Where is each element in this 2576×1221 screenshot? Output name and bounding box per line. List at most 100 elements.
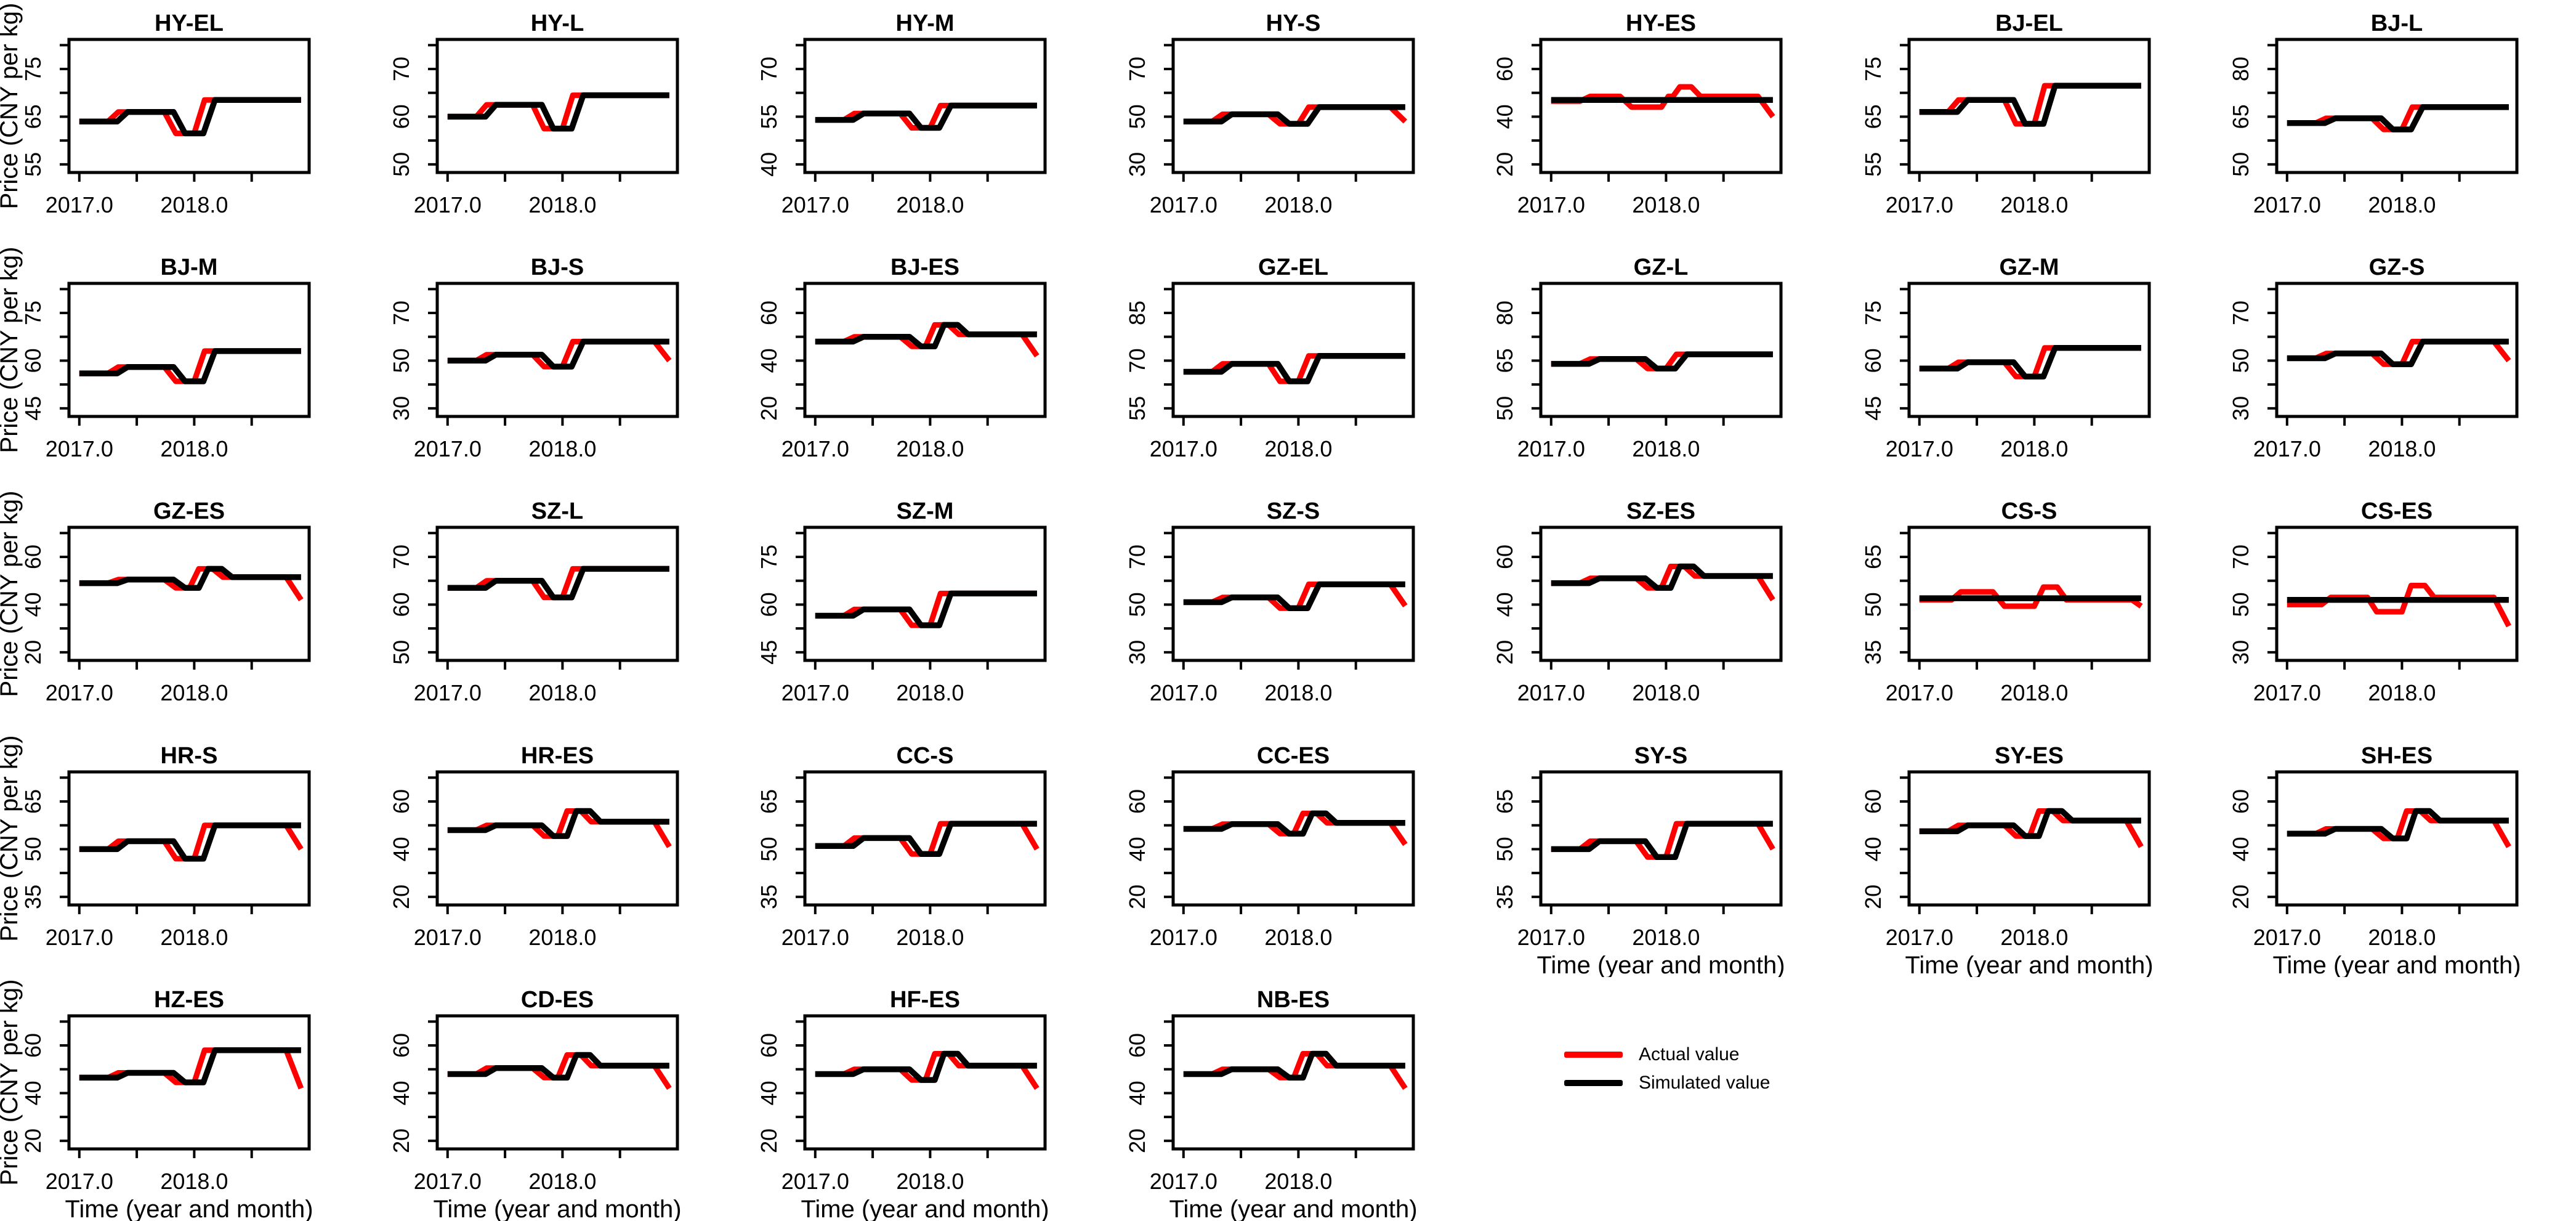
plot-box bbox=[2275, 282, 2519, 418]
plot-box bbox=[1539, 770, 1783, 907]
panel-title: HZ-ES bbox=[154, 987, 224, 1013]
plot-cc-s: CC-S 35 50 65 2017.0 2018.0 bbox=[756, 743, 1047, 950]
panel-title: HY-L bbox=[531, 10, 584, 36]
plot-box bbox=[1539, 38, 1783, 174]
plot-box bbox=[1539, 525, 1783, 662]
legend-label-simulated: Simulated value bbox=[1639, 1073, 1770, 1093]
actual-line bbox=[79, 97, 301, 136]
panel-title: BJ-EL bbox=[1995, 10, 2063, 36]
plot-gz-el: GZ-EL 55 70 85 2017.0 2018.0 bbox=[1124, 254, 1415, 461]
legend: Actual value Simulated value bbox=[1564, 1045, 1770, 1092]
x-tick-label: 2017.0 bbox=[1150, 925, 1217, 950]
plot-gz-l: GZ-L 50 65 80 2017.0 2018.0 bbox=[1492, 254, 1783, 461]
x-tick-label: 2017.0 bbox=[414, 925, 482, 950]
actual-line bbox=[2287, 808, 2511, 848]
x-axis-label: Time (year and month) bbox=[2272, 952, 2521, 977]
x-tick-label: 2017.0 bbox=[1150, 436, 1217, 461]
plot-box bbox=[67, 1014, 311, 1151]
panel-title: HR-S bbox=[161, 743, 218, 769]
y-tick-label: 65 bbox=[20, 104, 46, 129]
y-tick-label: 20 bbox=[2228, 885, 2253, 909]
plot-box bbox=[1907, 525, 2151, 662]
simulated-line bbox=[815, 102, 1037, 131]
x-tick-label: 2017.0 bbox=[1150, 680, 1217, 705]
panel-cs-es: CS-ES 30 50 70 2017.0 2018.0 bbox=[2208, 488, 2576, 732]
y-tick-label: 30 bbox=[389, 396, 414, 421]
y-tick-label: 60 bbox=[389, 1033, 414, 1058]
plot-box bbox=[1171, 38, 1415, 174]
simulated-line bbox=[815, 1050, 1037, 1083]
y-tick-label: 20 bbox=[756, 1129, 781, 1153]
plot-bj-s: BJ-S 30 50 70 2017.0 2018.0 bbox=[389, 254, 679, 461]
simulated-line bbox=[1183, 810, 1405, 837]
y-tick-label: 20 bbox=[1492, 152, 1517, 177]
actual-line bbox=[447, 92, 669, 132]
x-tick-label: 2017.0 bbox=[46, 1169, 113, 1194]
y-tick-label: 40 bbox=[20, 1081, 46, 1105]
y-tick-label: 65 bbox=[20, 789, 46, 814]
x-tick-label: 2017.0 bbox=[781, 680, 849, 705]
y-tick-label: 75 bbox=[1860, 301, 1886, 325]
y-tick-label: 50 bbox=[1860, 592, 1886, 617]
panel-sz-s: SZ-S 30 50 70 2017.0 2018.0 bbox=[1104, 488, 1472, 732]
x-tick-label: 2017.0 bbox=[781, 192, 849, 217]
x-tick-label: 2017.0 bbox=[1150, 1169, 1217, 1194]
x-tick-label: 2018.0 bbox=[2000, 925, 2068, 950]
plot-hy-es: HY-ES 20 40 60 2017.0 2018.0 bbox=[1492, 10, 1783, 217]
y-tick-label: 70 bbox=[756, 57, 781, 81]
panel-title: BJ-L bbox=[2371, 10, 2423, 36]
y-tick-label: 40 bbox=[756, 348, 781, 373]
plot-sz-l: SZ-L 50 60 70 2017.0 2018.0 bbox=[389, 498, 679, 705]
y-tick-label: 70 bbox=[2228, 301, 2253, 325]
x-tick-label: 2018.0 bbox=[160, 925, 228, 950]
y-tick-label: 40 bbox=[389, 837, 414, 861]
y-tick-label: 20 bbox=[756, 396, 781, 421]
y-tick-label: 20 bbox=[1124, 1129, 1150, 1153]
y-tick-label: 35 bbox=[1492, 885, 1517, 909]
y-tick-label: 70 bbox=[2228, 545, 2253, 569]
plot-hr-s: HR-S 35 50 65 2017.0 2018.0 Price (CNY per kg) bbox=[0, 736, 311, 950]
y-tick-label: 40 bbox=[20, 592, 46, 617]
panel-title: BJ-M bbox=[161, 254, 218, 280]
y-tick-label: 20 bbox=[20, 1129, 46, 1153]
panel-sy-es: SY-ES 20 40 60 2017.0 2018.0 Time (year and mo… bbox=[1840, 732, 2208, 977]
y-tick-label: 65 bbox=[2228, 104, 2253, 129]
y-tick-label: 35 bbox=[756, 885, 781, 909]
x-tick-label: 2018.0 bbox=[1632, 192, 1700, 217]
x-tick-label: 2017.0 bbox=[781, 925, 849, 950]
panel-cd-es: CD-ES 20 40 60 2017.0 2018.0 Time (year and mo… bbox=[368, 976, 737, 1221]
legend-item-actual: Actual value bbox=[1564, 1045, 1770, 1064]
simulated-line bbox=[1183, 352, 1405, 384]
actual-line bbox=[2287, 104, 2509, 132]
simulated-line bbox=[815, 322, 1037, 349]
simulated-line bbox=[79, 348, 301, 384]
plot-hr-es: HR-ES 20 40 60 2017.0 2018.0 bbox=[389, 743, 679, 950]
plot-box bbox=[803, 525, 1047, 662]
plot-box bbox=[67, 525, 311, 662]
plot-bj-m: BJ-M 45 60 75 2017.0 2018.0 Price (CNY per kg) bbox=[0, 247, 311, 461]
panel-hf-es: HF-ES 20 40 60 2017.0 2018.0 Time (year and mo… bbox=[736, 976, 1104, 1221]
x-tick-label: 2018.0 bbox=[1632, 680, 1700, 705]
plot-box bbox=[67, 770, 311, 907]
plot-box bbox=[803, 1014, 1047, 1151]
y-tick-label: 75 bbox=[756, 545, 781, 569]
legend-label-actual: Actual value bbox=[1639, 1044, 1740, 1065]
x-tick-label: 2017.0 bbox=[1886, 925, 1953, 950]
simulated-line bbox=[815, 821, 1037, 857]
x-tick-label: 2018.0 bbox=[1632, 436, 1700, 461]
x-tick-label: 2018.0 bbox=[1264, 925, 1332, 950]
y-tick-label: 80 bbox=[1492, 301, 1517, 325]
panel-title: HY-ES bbox=[1626, 10, 1696, 36]
y-tick-label: 50 bbox=[389, 640, 414, 665]
y-tick-label: 65 bbox=[1860, 545, 1886, 569]
plot-gz-es: GZ-ES 20 40 60 2017.0 2018.0 Price (CNY per kg… bbox=[0, 491, 311, 705]
simulated-line bbox=[79, 822, 301, 862]
y-tick-label: 75 bbox=[20, 57, 46, 81]
actual-line bbox=[1183, 1051, 1408, 1090]
panel-hz-es: HZ-ES 20 40 60 2017.0 2018.0 Time (year and mo… bbox=[0, 976, 368, 1221]
x-tick-label: 2018.0 bbox=[1264, 680, 1332, 705]
y-tick-label: 50 bbox=[756, 837, 781, 861]
